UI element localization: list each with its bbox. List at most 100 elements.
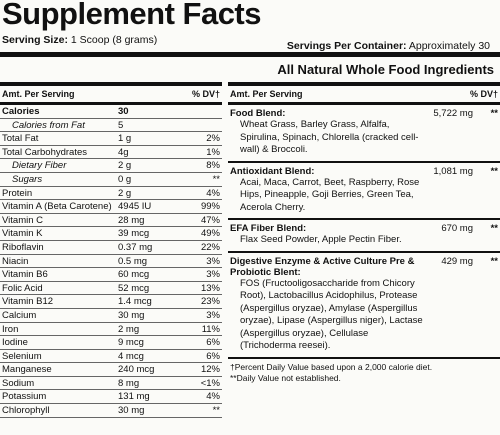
nutrient-dv: 2%: [206, 133, 220, 145]
blend-header: Antioxidant Blend: 1,081 mg **: [230, 166, 498, 177]
blend-dv: **: [490, 223, 498, 234]
blend-name: Antioxidant Blend:: [230, 165, 315, 177]
blend-ingredients: Flax Seed Powder, Apple Pectin Fiber.: [240, 234, 402, 245]
nutrient-amount: 0 g: [118, 173, 132, 185]
nutrient-dv: 11%: [201, 323, 220, 335]
footnote: †Percent Daily Value based upon a 2,000 …: [230, 361, 433, 372]
nutrient-dv: 3%: [206, 309, 220, 321]
nutrient-name: Riboflavin: [2, 241, 44, 253]
nutrient-row: Riboflavin 0.37 mg 22%: [0, 241, 222, 255]
nutrient-name: Chlorophyll: [2, 405, 50, 417]
nutrient-dv: 13%: [200, 282, 220, 294]
nutrient-dv: **: [212, 173, 220, 185]
divider: [0, 52, 500, 57]
nutrient-row: Manganese 240 mcg 12%: [0, 363, 222, 377]
nutrient-dv: 4%: [206, 187, 220, 199]
nutrient-row: Folic Acid 52 mcg 13%: [0, 282, 222, 296]
blend-amount: 5,722 mg: [433, 108, 473, 119]
nutrient-row: Vitamin K 39 mcg 49%: [0, 227, 222, 241]
servings-per-container: Servings Per Container: Approximately 30: [287, 40, 490, 52]
nutrient-amount: 52 mcg: [118, 282, 150, 294]
nutrient-name: Vitamin C: [2, 214, 44, 226]
nutrient-name: Niacin: [2, 255, 29, 267]
nutrient-amount: 2 g: [118, 160, 132, 172]
nutrient-amount: 4 mcg: [118, 350, 144, 362]
blend-name: EFA Fiber Blend:: [230, 223, 307, 234]
blend-amount: 670 mg: [441, 223, 473, 234]
column-header: Amt. Per Serving: [230, 89, 303, 99]
blend-amount: 429 mg: [441, 255, 473, 267]
nutrient-amount: 4g: [118, 146, 129, 158]
blend-header: EFA Fiber Blend: 670 mg **: [230, 223, 498, 234]
nutrient-amount: 9 mcg: [118, 337, 144, 349]
column-header: % DV†: [191, 89, 220, 99]
nutrient-dv: 4%: [206, 391, 220, 403]
nutrient-row: Sodium 8 mg <1%: [0, 377, 222, 391]
blend: EFA Fiber Blend: 670 mg ** Flax Seed Powder…: [228, 220, 500, 253]
nutrient-name: Protein: [2, 187, 33, 199]
nutrient-dv: <1%: [200, 377, 220, 389]
nutrient-amount: 0.5 mg: [118, 255, 148, 267]
nutrient-amount: 30: [118, 106, 129, 117]
nutrient-name: Total Carbohydrates: [2, 146, 88, 158]
nutrient-name: Vitamin A (Beta Carotene): [2, 201, 112, 213]
blend-ingredients: Wheat Grass, Barley Grass, Alfalfa, Spir…: [240, 119, 419, 155]
nutrient-dv: 6%: [206, 337, 220, 349]
nutrient-row: Protein 2 g 4%: [0, 187, 222, 201]
nutrient-dv: 49%: [200, 228, 220, 240]
nutrient-row: Iodine 9 mcg 6%: [0, 336, 222, 350]
blend-name: Food Blend:: [230, 108, 286, 119]
nutrient-name: Total Fat: [2, 133, 39, 145]
blend-header: Food Blend: 5,722 mg **: [230, 108, 498, 119]
blend: Food Blend: 5,722 mg ** Wheat Grass, Barley…: [228, 105, 500, 163]
servings-label: Servings Per Container:: [286, 40, 407, 52]
nutrient-row: Total Carbohydrates 4g 1%: [0, 146, 222, 160]
nutrient-name: Calories: [2, 106, 40, 117]
nutrient-name: Vitamin B12: [2, 296, 54, 308]
nutrient-dv: 3%: [206, 269, 220, 281]
nutrient-name: Calcium: [2, 309, 37, 321]
nutrient-amount: 131 mg: [118, 391, 150, 403]
nutrient-dv: 12%: [200, 364, 220, 376]
nutrient-amount: 1 g: [118, 133, 132, 145]
nutrient-amount: 30 mg: [118, 309, 145, 321]
serving-size-value: 1 Scoop (8 grams): [70, 34, 158, 46]
nutrient-table: Amt. Per Serving% DV† Calories 30 Calories…: [0, 82, 222, 418]
nutrient-dv: 1%: [206, 146, 220, 158]
nutrient-amount: 2 mg: [118, 323, 140, 335]
nutrient-row: Sugars 0 g **: [0, 173, 222, 187]
serving-size: Serving Size: 1 Scoop (8 grams): [2, 34, 157, 46]
blend-header: Digestive Enzyme & Active Culture Pre & …: [230, 256, 498, 278]
nutrient-name: Potassium: [2, 391, 47, 403]
nutrient-name: Sugars: [12, 173, 43, 185]
title: Supplement Facts: [2, 0, 262, 31]
nutrient-row: Iron 2 mg 11%: [0, 323, 222, 337]
footnotes: †Percent Daily Value based upon a 2,000 …: [228, 359, 500, 387]
blend-amount: 1,081 mg: [433, 165, 473, 177]
nutrient-row: Niacin 0.5 mg 3%: [0, 255, 222, 269]
nutrient-amount: 0.37 mg: [118, 241, 153, 253]
nutrient-row: Calories from Fat 5: [0, 119, 222, 133]
nutrient-amount: 60 mcg: [118, 269, 150, 281]
nutrient-dv: 23%: [200, 296, 220, 308]
nutrient-dv: 22%: [200, 241, 220, 253]
nutrient-dv: 47%: [200, 214, 220, 226]
subtitle: All Natural Whole Food Ingredients: [277, 62, 494, 77]
nutrient-name: Folic Acid: [2, 282, 43, 294]
nutrient-row: Calcium 30 mg 3%: [0, 309, 222, 323]
nutrient-row: Vitamin A (Beta Carotene) 4945 IU 99%: [0, 200, 222, 214]
servings-value: Approximately 30: [408, 40, 490, 52]
nutrient-row: Vitamin B6 60 mcg 3%: [0, 268, 222, 282]
nutrient-dv: 3%: [206, 255, 220, 267]
nutrient-amount: 5: [118, 119, 124, 131]
nutrient-amount: 1.4 mcg: [118, 296, 152, 308]
blend-dv: **: [490, 165, 498, 177]
nutrient-row: Potassium 131 mg 4%: [0, 390, 222, 405]
nutrient-dv: 6%: [206, 350, 220, 362]
nutrient-amount: 2 g: [118, 187, 132, 199]
blend-dv: **: [490, 255, 498, 267]
nutrient-row: Vitamin C 28 mg 47%: [0, 214, 222, 228]
nutrient-name: Vitamin B6: [2, 269, 48, 281]
nutrient-row: Vitamin B12 1.4 mcg 23%: [0, 295, 222, 309]
